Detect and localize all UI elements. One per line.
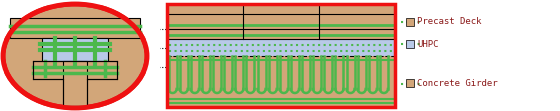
Ellipse shape xyxy=(3,4,147,108)
Bar xyxy=(167,4,395,107)
Bar xyxy=(406,79,414,87)
Bar xyxy=(33,61,117,79)
Bar xyxy=(63,61,87,106)
Bar xyxy=(0,108,160,111)
Bar xyxy=(0,0,4,111)
Bar xyxy=(0,0,160,5)
Bar xyxy=(10,18,140,38)
Text: Concrete Girder: Concrete Girder xyxy=(417,79,498,88)
Bar xyxy=(406,41,414,49)
Bar xyxy=(167,39,395,56)
Text: Precast Deck: Precast Deck xyxy=(417,18,482,27)
Bar xyxy=(146,0,160,111)
Bar xyxy=(167,56,395,107)
Bar xyxy=(406,18,414,26)
Bar xyxy=(42,38,108,61)
Bar xyxy=(167,4,395,39)
Text: UHPC: UHPC xyxy=(417,40,438,49)
